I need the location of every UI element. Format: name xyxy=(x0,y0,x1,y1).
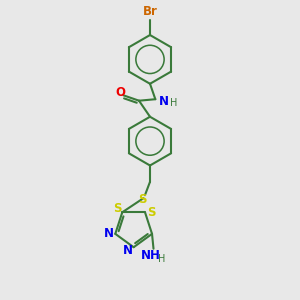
Text: O: O xyxy=(115,86,125,100)
Text: N: N xyxy=(159,94,169,107)
Text: N: N xyxy=(104,227,114,240)
Text: S: S xyxy=(147,206,156,219)
Text: S: S xyxy=(113,202,121,215)
Text: N: N xyxy=(123,244,133,257)
Text: H: H xyxy=(158,254,166,263)
Text: S: S xyxy=(138,194,147,206)
Text: Br: Br xyxy=(142,5,158,18)
Text: NH: NH xyxy=(141,249,161,262)
Text: H: H xyxy=(170,98,178,108)
